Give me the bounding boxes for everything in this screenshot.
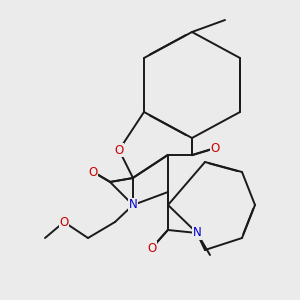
Text: O: O <box>114 143 124 157</box>
Text: O: O <box>210 142 220 154</box>
Text: N: N <box>129 199 137 212</box>
Text: O: O <box>88 166 98 178</box>
Text: O: O <box>59 215 69 229</box>
Text: N: N <box>193 226 201 239</box>
Text: O: O <box>147 242 157 254</box>
